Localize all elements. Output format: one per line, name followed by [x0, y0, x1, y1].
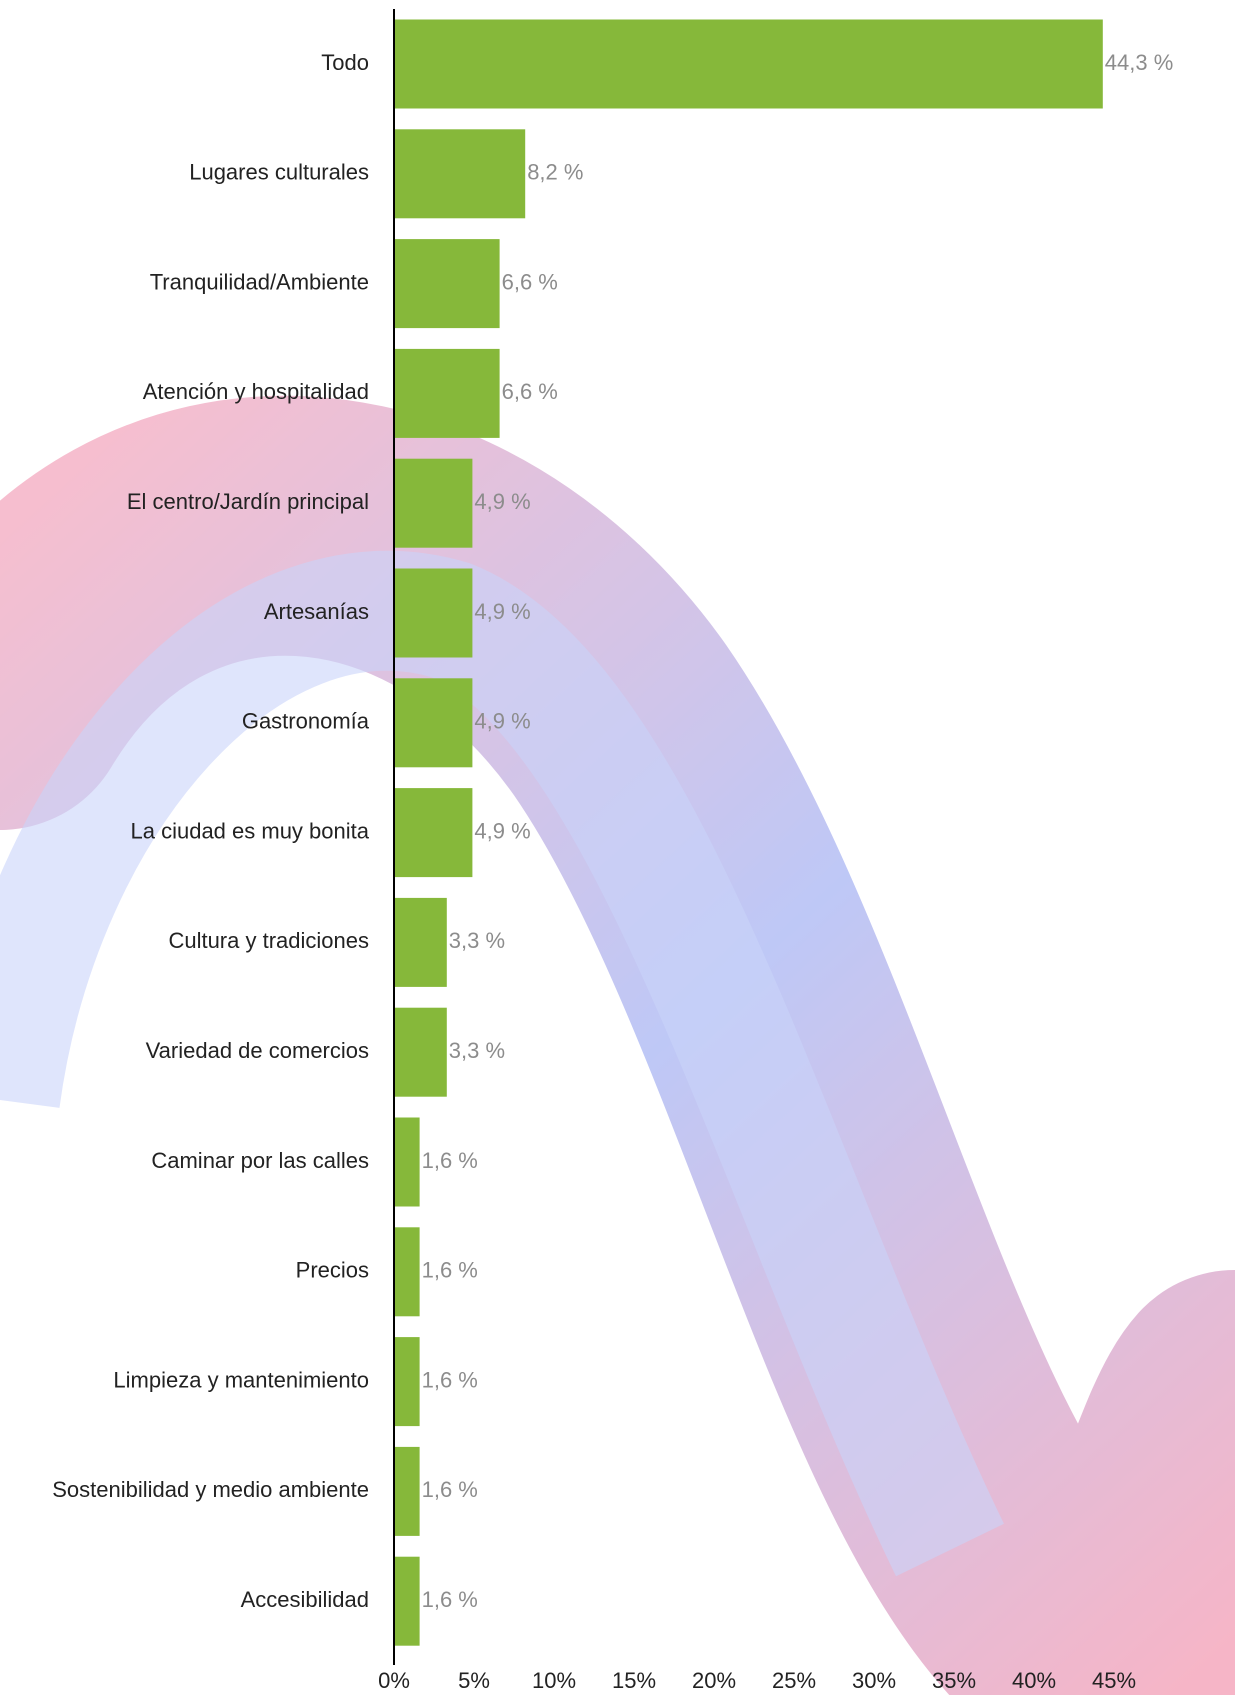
bar: [394, 1556, 420, 1646]
y-tick-label: Accesibilidad: [241, 1587, 369, 1612]
bar: [394, 348, 500, 438]
y-tick-label: Todo: [321, 50, 369, 75]
x-tick-label: 40%: [1012, 1668, 1056, 1693]
x-tick-label: 30%: [852, 1668, 896, 1693]
y-tick-label: Variedad de comercios: [146, 1038, 369, 1063]
bar: [394, 458, 473, 548]
bar: [394, 1007, 447, 1097]
value-label: 1,6 %: [422, 1258, 478, 1283]
bar: [394, 19, 1103, 109]
y-tick-label: Limpieza y mantenimiento: [113, 1367, 369, 1392]
background-swirl: [0, 395, 1235, 1695]
value-label: 4,9 %: [474, 818, 530, 843]
y-tick-label: Atención y hospitalidad: [143, 379, 369, 404]
value-label: 6,6 %: [502, 269, 558, 294]
value-label: 1,6 %: [422, 1367, 478, 1392]
x-tick-label: 25%: [772, 1668, 816, 1693]
value-label: 1,6 %: [422, 1587, 478, 1612]
plot: Todo 44,3 % Lugares culturales 8,2 % Tranqui…: [52, 9, 1173, 1693]
x-tick-label: 15%: [612, 1668, 656, 1693]
value-label: 4,9 %: [474, 709, 530, 734]
value-label: 4,9 %: [474, 489, 530, 514]
value-label: 1,6 %: [422, 1477, 478, 1502]
bar: [394, 1446, 420, 1536]
bar: [394, 788, 473, 878]
bar: [394, 129, 526, 219]
y-tick-label: Lugares culturales: [189, 160, 369, 185]
y-tick-label: Sostenibilidad y medio ambiente: [52, 1477, 369, 1502]
value-label: 6,6 %: [502, 379, 558, 404]
x-tick-label: 10%: [532, 1668, 576, 1693]
y-tick-label: Tranquilidad/Ambiente: [150, 269, 369, 294]
bar: [394, 1117, 420, 1207]
y-tick-label: Precios: [296, 1258, 369, 1283]
bar: [394, 568, 473, 658]
x-tick-label: 45%: [1092, 1668, 1136, 1693]
value-label: 44,3 %: [1105, 50, 1174, 75]
value-label: 8,2 %: [527, 160, 583, 185]
y-tick-label: El centro/Jardín principal: [127, 489, 369, 514]
value-label: 4,9 %: [474, 599, 530, 624]
bar: [394, 897, 447, 987]
value-label: 3,3 %: [449, 928, 505, 953]
x-tick-label: 35%: [932, 1668, 976, 1693]
x-tick-label: 5%: [458, 1668, 490, 1693]
y-tick-label: Caminar por las calles: [151, 1148, 369, 1173]
value-label: 3,3 %: [449, 1038, 505, 1063]
y-tick-label: Gastronomía: [242, 709, 370, 734]
y-tick-label: Cultura y tradiciones: [168, 928, 369, 953]
bar: [394, 1337, 420, 1427]
x-tick-label: 0%: [378, 1668, 410, 1693]
bar: [394, 1227, 420, 1317]
x-tick-label: 20%: [692, 1668, 736, 1693]
y-tick-label: La ciudad es muy bonita: [131, 818, 370, 843]
value-label: 1,6 %: [422, 1148, 478, 1173]
y-tick-label: Artesanías: [264, 599, 369, 624]
bar: [394, 678, 473, 768]
bar: [394, 239, 500, 329]
